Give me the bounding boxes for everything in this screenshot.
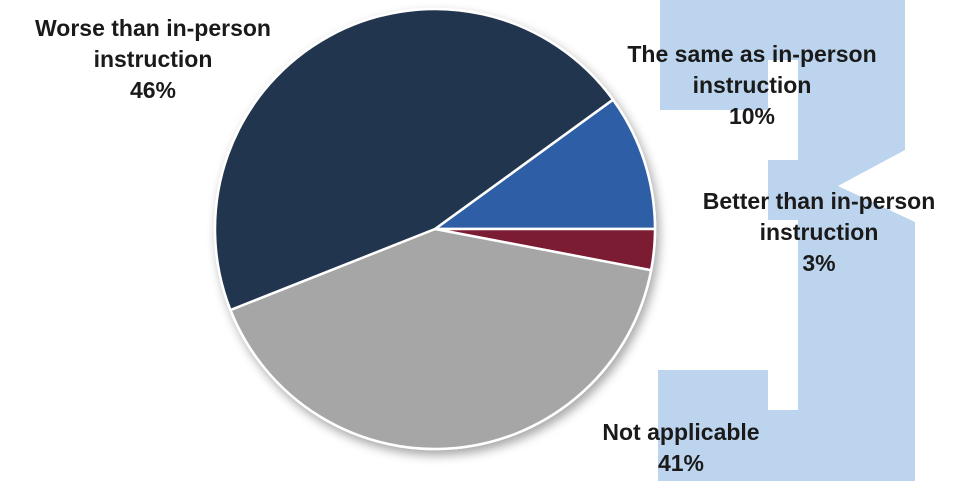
label-na-line1: Not applicable (602, 419, 760, 445)
label-worse-percent: 46% (129, 77, 177, 103)
label-better-line2: instruction (759, 219, 879, 245)
label-worse-line1: Worse than in-person (35, 15, 271, 41)
label-worse-than-in-person: Worse than in-person instruction 46% (35, 13, 271, 106)
label-same-line1: The same as in-person (627, 41, 877, 67)
label-same-line2: instruction (692, 72, 812, 98)
label-better-percent: 3% (802, 250, 836, 276)
pie-slice-worse-than-in-person (213, 7, 615, 312)
label-same-percent: 10% (728, 103, 776, 129)
label-better-than-in-person: Better than in-person instruction 3% (703, 186, 936, 279)
pie-slice-the-same-as-in-person (433, 98, 657, 231)
label-better-line1: Better than in-person (702, 188, 936, 214)
label-not-applicable: Not applicable 41% (602, 417, 759, 479)
pie-slice-not-applicable (229, 227, 653, 451)
label-worse-line2: instruction (93, 46, 213, 72)
label-na-percent: 41% (657, 450, 705, 476)
label-same-as-in-person: The same as in-person instruction 10% (627, 39, 876, 132)
